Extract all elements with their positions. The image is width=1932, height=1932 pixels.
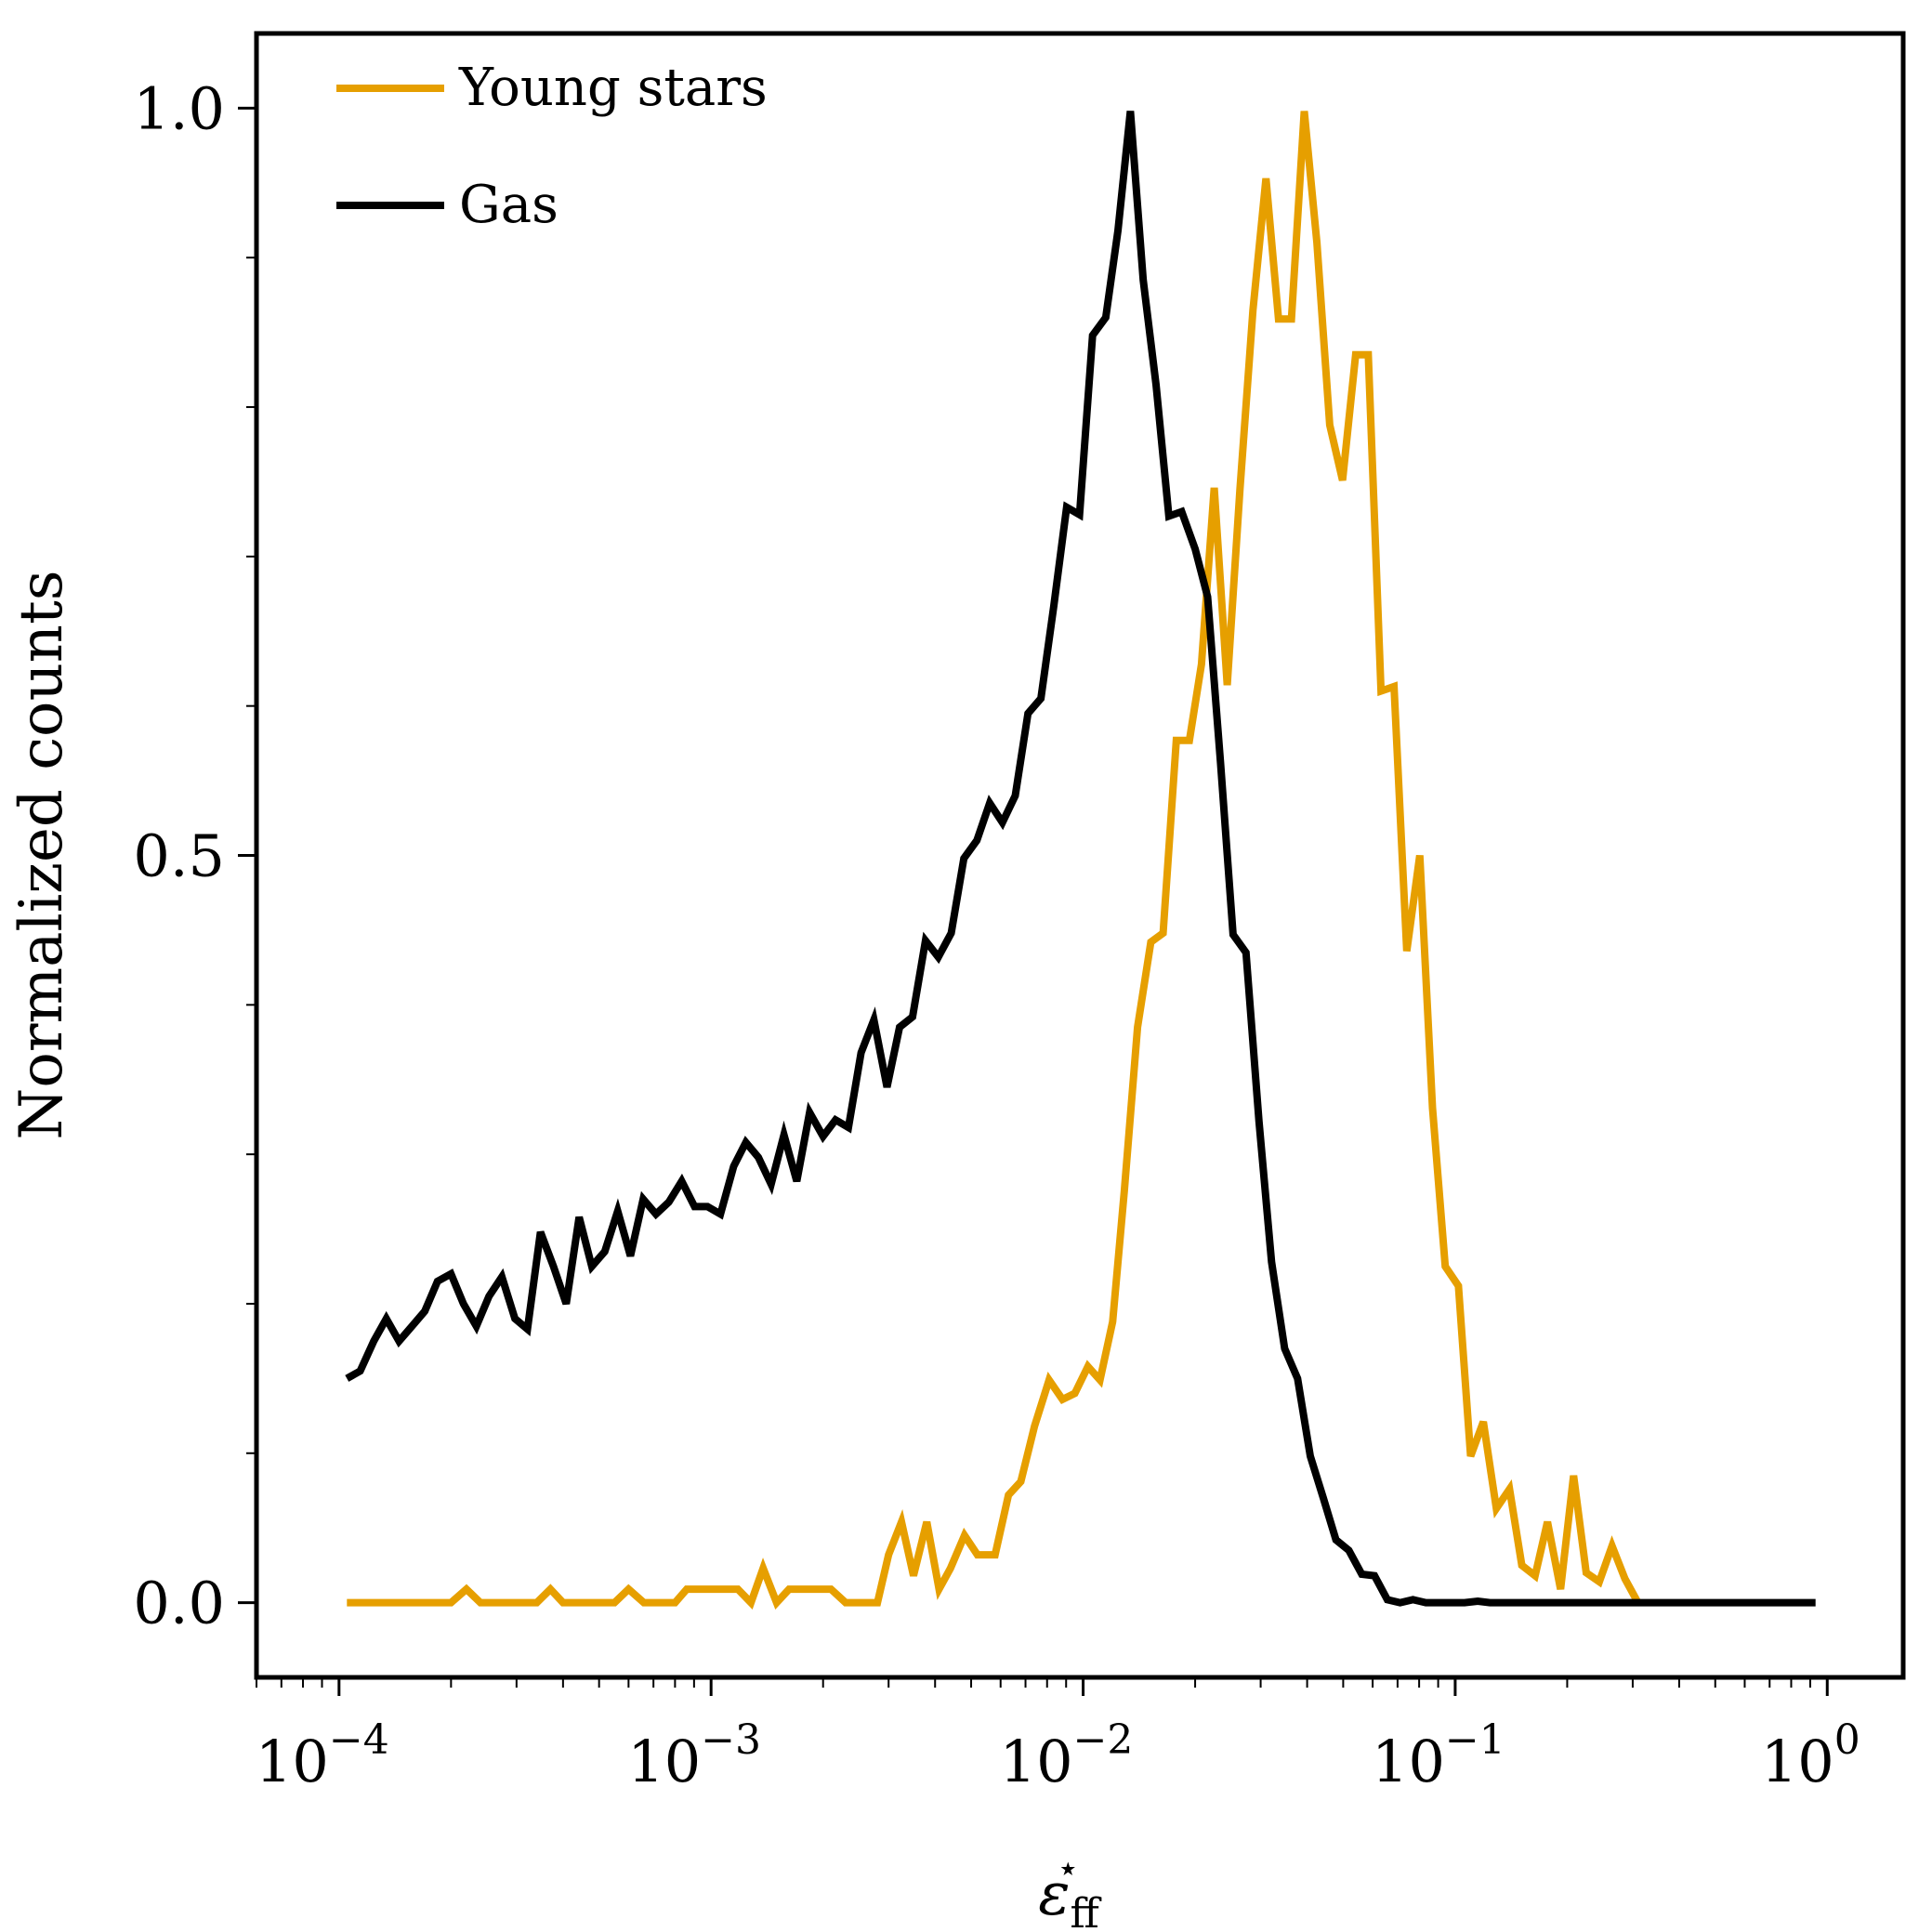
x-tick-exponent: −1 [1445,1716,1505,1764]
series-line-young-stars [347,111,1642,1610]
x-tick-exponent: −4 [329,1716,389,1764]
x-tick-base: 10 [1761,1728,1834,1795]
x-tick-base: 10 [627,1728,701,1795]
x-axis-title-symbol: ε [1038,1860,1070,1929]
plot-frame [254,31,1906,1680]
legend-label: Young stars [458,58,768,118]
x-tick-exponent: 0 [1834,1716,1860,1764]
x-axis-ticks: 10−4 10−3 10−2 10−1 100 [256,1677,1860,1795]
x-tick-label: 10−2 [1000,1716,1134,1795]
y-tick-label: 0.5 [133,822,225,890]
x-tick-label: 10−1 [1372,1716,1505,1795]
x-axis-title-subscript: ff [1071,1890,1102,1932]
y-axis-title: Normalized counts [7,570,76,1139]
legend: Young stars Gas [336,58,768,235]
x-tick-label: 100 [1761,1716,1860,1795]
x-tick-label: 10−3 [627,1716,761,1795]
x-tick-base: 10 [1000,1728,1073,1795]
x-tick-exponent: −3 [701,1716,761,1764]
x-tick-label: 10−4 [256,1716,389,1795]
y-axis-ticks: 0.0 0.5 1.0 [133,74,256,1637]
legend-label: Gas [459,175,559,235]
plot-area-series [345,111,1816,1610]
x-axis-title-superscript: ⋆ [1057,1847,1080,1890]
y-tick-label: 1.0 [133,74,225,142]
series-line-gas [345,111,1816,1607]
x-tick-exponent: −2 [1073,1716,1134,1764]
x-tick-base: 10 [256,1728,329,1795]
y-tick-label: 0.0 [133,1570,225,1637]
x-axis-title: εff⋆ [1038,1847,1101,1932]
x-tick-base: 10 [1372,1728,1445,1795]
